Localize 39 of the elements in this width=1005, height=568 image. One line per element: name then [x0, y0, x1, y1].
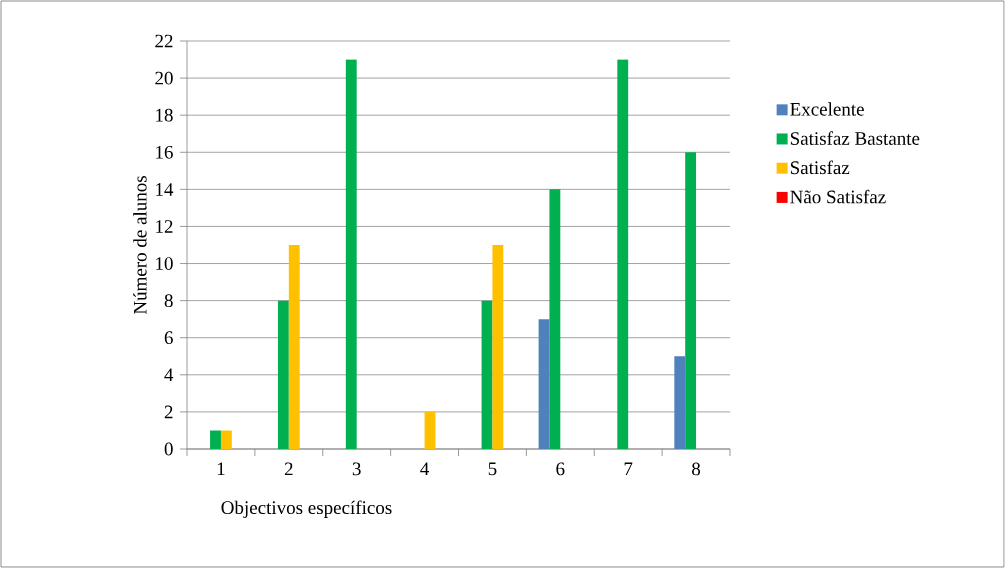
bar — [538, 319, 550, 449]
bar — [685, 152, 697, 449]
bar — [220, 430, 232, 449]
x-tick-label: 5 — [488, 462, 497, 476]
y-tick-label: 12 — [156, 220, 173, 233]
bar — [288, 244, 300, 449]
x-tick-label: 2 — [284, 462, 293, 476]
x-axis-title: Objectivos específicos — [221, 500, 392, 518]
bar — [549, 189, 561, 449]
y-tick-label: 10 — [156, 257, 173, 270]
bar — [277, 300, 289, 449]
x-tick-label: 1 — [217, 462, 225, 476]
y-tick-label: 6 — [164, 331, 173, 345]
y-tick-label: 16 — [156, 145, 173, 159]
y-tick-label: 4 — [164, 368, 174, 382]
bar — [424, 411, 436, 449]
bar — [345, 59, 357, 449]
bar — [481, 300, 493, 449]
x-tick-label: 4 — [420, 462, 430, 476]
y-tick-label: 14 — [156, 183, 174, 196]
legend-label: Satisfaz — [790, 160, 850, 175]
bar — [674, 356, 686, 449]
legend-label: Excelente — [790, 102, 864, 116]
legend-label: Satisfaz Bastante — [790, 131, 920, 145]
x-tick-label: 8 — [692, 462, 701, 476]
legend-label: Não Satisfaz — [790, 189, 886, 204]
bar — [617, 59, 629, 449]
bar — [492, 244, 504, 449]
x-tick-label: 6 — [556, 462, 565, 476]
y-tick-label: 18 — [156, 108, 173, 122]
y-tick-label: 22 — [155, 34, 173, 48]
x-tick-label: 3 — [352, 462, 361, 476]
y-tick-label: 8 — [164, 294, 173, 308]
bar — [210, 430, 221, 449]
y-tick-label: 0 — [164, 442, 173, 456]
y-axis-title: Número de alunos — [133, 176, 147, 315]
y-tick-label: 2 — [164, 405, 173, 419]
y-tick-label: 20 — [155, 71, 173, 85]
x-tick-label: 7 — [624, 462, 633, 475]
